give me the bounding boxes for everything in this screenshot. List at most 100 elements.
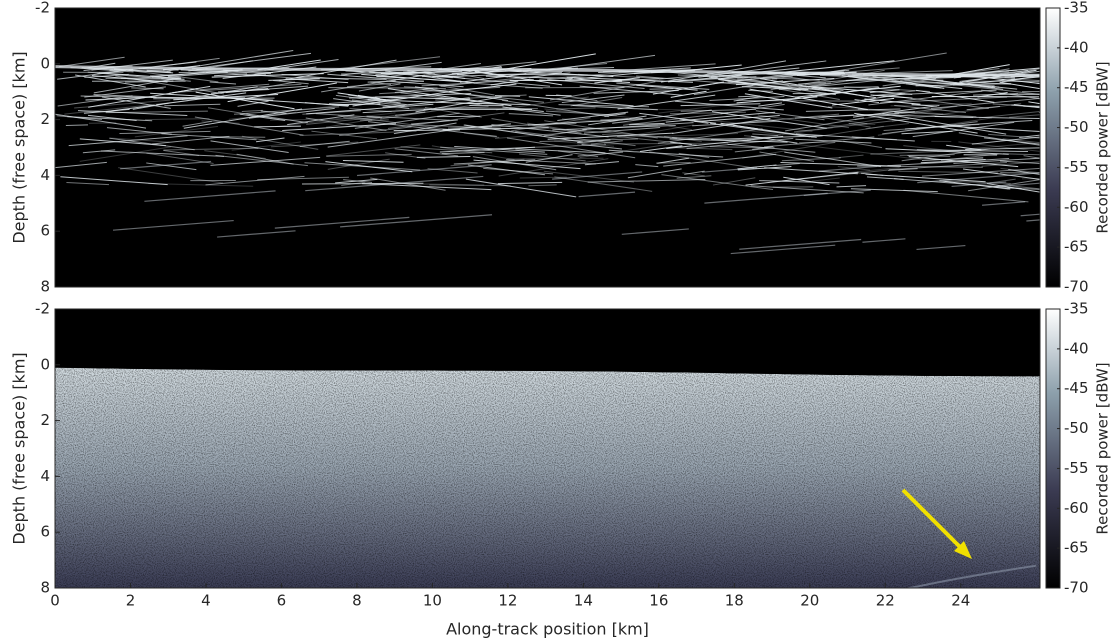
streak bbox=[449, 83, 517, 93]
streak bbox=[758, 102, 783, 107]
streak bbox=[180, 69, 272, 75]
streak bbox=[239, 113, 286, 122]
streak bbox=[818, 165, 878, 172]
streak bbox=[573, 78, 630, 84]
streak bbox=[204, 150, 266, 160]
streak bbox=[57, 95, 133, 107]
streak bbox=[818, 116, 868, 125]
colorbar-tick-label: -35 bbox=[1064, 300, 1089, 318]
streak bbox=[727, 81, 841, 93]
streak bbox=[528, 96, 634, 107]
streak bbox=[195, 91, 295, 110]
streak bbox=[621, 228, 689, 235]
streak bbox=[798, 82, 831, 88]
streak bbox=[200, 83, 270, 91]
streak bbox=[1019, 134, 1040, 138]
streak bbox=[634, 70, 687, 75]
streak bbox=[903, 145, 962, 153]
streak bbox=[951, 181, 1007, 188]
streak bbox=[340, 214, 493, 228]
streak bbox=[305, 117, 387, 131]
streak bbox=[394, 148, 459, 157]
streak bbox=[796, 71, 857, 76]
streak bbox=[701, 167, 758, 173]
streak bbox=[55, 161, 107, 169]
streak bbox=[152, 135, 230, 145]
streak bbox=[911, 104, 937, 107]
streak bbox=[1020, 213, 1040, 217]
streak bbox=[491, 124, 609, 138]
streak bbox=[362, 109, 426, 114]
streak bbox=[862, 238, 906, 243]
streak bbox=[60, 176, 168, 186]
streak bbox=[144, 190, 276, 202]
streak bbox=[74, 99, 171, 109]
streak bbox=[757, 114, 850, 129]
streak bbox=[668, 125, 693, 131]
streak bbox=[872, 90, 916, 97]
y-tick-label: 0 bbox=[40, 54, 50, 72]
streak bbox=[343, 116, 373, 121]
streak bbox=[1026, 219, 1040, 222]
streak bbox=[992, 68, 1040, 77]
streak bbox=[594, 77, 640, 84]
streak bbox=[865, 122, 909, 130]
streak bbox=[490, 80, 519, 86]
streak bbox=[275, 112, 396, 128]
streak bbox=[326, 153, 412, 157]
streak bbox=[675, 64, 742, 73]
axes-box bbox=[54, 7, 1041, 288]
streak bbox=[416, 156, 471, 158]
streak bbox=[999, 81, 1040, 90]
streak bbox=[904, 79, 1000, 88]
streak bbox=[131, 87, 164, 90]
streak bbox=[279, 59, 397, 82]
streak bbox=[916, 244, 966, 251]
streak bbox=[501, 99, 609, 118]
streak bbox=[146, 162, 197, 171]
streak bbox=[273, 79, 309, 85]
streak bbox=[329, 97, 408, 105]
streak bbox=[217, 230, 296, 238]
streak bbox=[557, 150, 599, 158]
streak bbox=[901, 130, 953, 135]
streak bbox=[811, 177, 840, 182]
streak bbox=[222, 66, 317, 79]
streak bbox=[657, 132, 739, 138]
streak bbox=[570, 97, 623, 107]
streak bbox=[793, 143, 922, 161]
streak bbox=[698, 78, 753, 87]
streak bbox=[616, 135, 697, 146]
streak bbox=[465, 178, 577, 198]
streak bbox=[394, 87, 434, 93]
streak bbox=[348, 94, 401, 104]
streak bbox=[339, 126, 412, 137]
streak bbox=[467, 164, 546, 176]
streak bbox=[424, 107, 482, 118]
streak bbox=[458, 67, 532, 72]
streak bbox=[657, 128, 763, 144]
streak bbox=[836, 185, 867, 188]
streak bbox=[783, 176, 830, 186]
streak bbox=[623, 112, 729, 126]
streak bbox=[588, 115, 647, 126]
streak bbox=[581, 144, 623, 150]
streak bbox=[79, 146, 171, 162]
streak bbox=[246, 113, 308, 124]
streak bbox=[1011, 78, 1040, 82]
streak bbox=[236, 153, 294, 165]
streak bbox=[773, 163, 800, 167]
streak bbox=[437, 71, 562, 78]
streak bbox=[856, 113, 974, 118]
streak bbox=[698, 60, 827, 78]
streak bbox=[946, 144, 982, 151]
x-tick-label: 18 bbox=[725, 592, 744, 610]
streak bbox=[153, 97, 275, 100]
streak bbox=[795, 133, 915, 142]
streak bbox=[164, 103, 221, 107]
streak bbox=[167, 72, 228, 78]
x-tick-label: 12 bbox=[498, 592, 517, 610]
streak bbox=[737, 164, 777, 170]
streak bbox=[329, 56, 441, 71]
streak bbox=[981, 89, 1040, 100]
